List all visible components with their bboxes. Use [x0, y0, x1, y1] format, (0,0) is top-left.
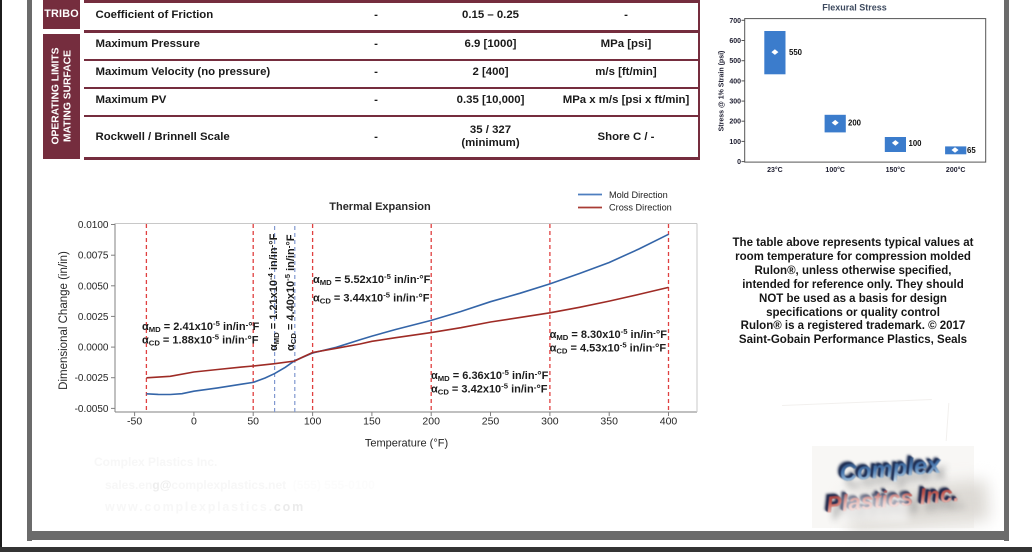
svg-text:250: 250 [482, 416, 500, 428]
svg-text:-0.0050: -0.0050 [75, 404, 109, 415]
svg-text:400: 400 [660, 416, 678, 428]
svg-text:-50: -50 [127, 416, 142, 428]
svg-text:600: 600 [729, 38, 741, 45]
svg-text:0.0075: 0.0075 [78, 251, 109, 262]
svg-text:Cross Direction: Cross Direction [609, 203, 672, 213]
svg-text:700: 700 [729, 18, 741, 25]
svg-text:αMD = 5.52x10-5 in/in-°F: αMD = 5.52x10-5 in/in-°F [313, 272, 431, 287]
svg-text:αMD = 1.21x10-4 in/in-°F: αMD = 1.21x10-4 in/in-°F [266, 233, 281, 351]
svg-text:200°C: 200°C [946, 166, 966, 174]
svg-text:100: 100 [729, 139, 741, 146]
svg-text:Mold Direction: Mold Direction [609, 190, 668, 200]
svg-text:65: 65 [967, 146, 976, 155]
svg-text:Dimensional Change (in/in): Dimensional Change (in/in) [58, 251, 70, 390]
svg-text:50: 50 [247, 416, 259, 428]
svg-text:0.0025: 0.0025 [78, 312, 109, 323]
svg-text:Thermal Expansion: Thermal Expansion [329, 201, 431, 213]
svg-text:100: 100 [909, 139, 923, 148]
svg-text:150: 150 [363, 416, 381, 428]
svg-text:Flexural Stress: Flexural Stress [822, 3, 887, 13]
svg-text:400: 400 [729, 78, 741, 85]
svg-text:-0.0025: -0.0025 [75, 373, 109, 384]
svg-text:0: 0 [191, 416, 197, 428]
svg-text:αCD = 3.44x10-5 in/in-°F: αCD = 3.44x10-5 in/in-°F [313, 291, 430, 306]
svg-text:0.0050: 0.0050 [78, 281, 109, 292]
svg-text:αCD = 1.88x10-5 in/in-°F: αCD = 1.88x10-5 in/in-°F [142, 333, 259, 348]
svg-text:300: 300 [729, 99, 741, 106]
svg-text:550: 550 [789, 48, 803, 57]
svg-text:300: 300 [541, 416, 559, 428]
svg-text:100: 100 [304, 416, 322, 428]
svg-text:αCD = 4.53x10-5 in/in-°F: αCD = 4.53x10-5 in/in-°F [550, 340, 667, 355]
svg-text:350: 350 [600, 416, 618, 428]
svg-text:αCD = 3.42x10-5 in/in-°F: αCD = 3.42x10-5 in/in-°F [431, 382, 548, 397]
svg-text:100°C: 100°C [825, 166, 845, 174]
svg-text:0: 0 [737, 159, 741, 166]
svg-text:200: 200 [729, 119, 741, 126]
svg-text:200: 200 [848, 119, 862, 128]
svg-text:150°C: 150°C [886, 166, 906, 174]
svg-text:αMD = 8.30x10-5 in/in-°F: αMD = 8.30x10-5 in/in-°F [550, 327, 668, 342]
svg-text:Stress @ 1% Strain (psi): Stress @ 1% Strain (psi) [719, 51, 726, 132]
svg-text:200: 200 [422, 416, 440, 428]
svg-text:0.0000: 0.0000 [78, 343, 109, 354]
svg-text:αMD = 6.36x10-5 in/in-°F: αMD = 6.36x10-5 in/in-°F [431, 368, 549, 383]
svg-text:Temperature (°F): Temperature (°F) [365, 438, 448, 450]
svg-text:500: 500 [729, 58, 741, 65]
svg-text:0.0100: 0.0100 [78, 220, 109, 231]
svg-text:αCD = 4.40x10-5 in/in-°F: αCD = 4.40x10-5 in/in-°F [283, 234, 298, 351]
svg-text:αMD = 2.41x10-5 in/in-°F: αMD = 2.41x10-5 in/in-°F [142, 319, 260, 334]
svg-text:23°C: 23°C [767, 166, 783, 174]
